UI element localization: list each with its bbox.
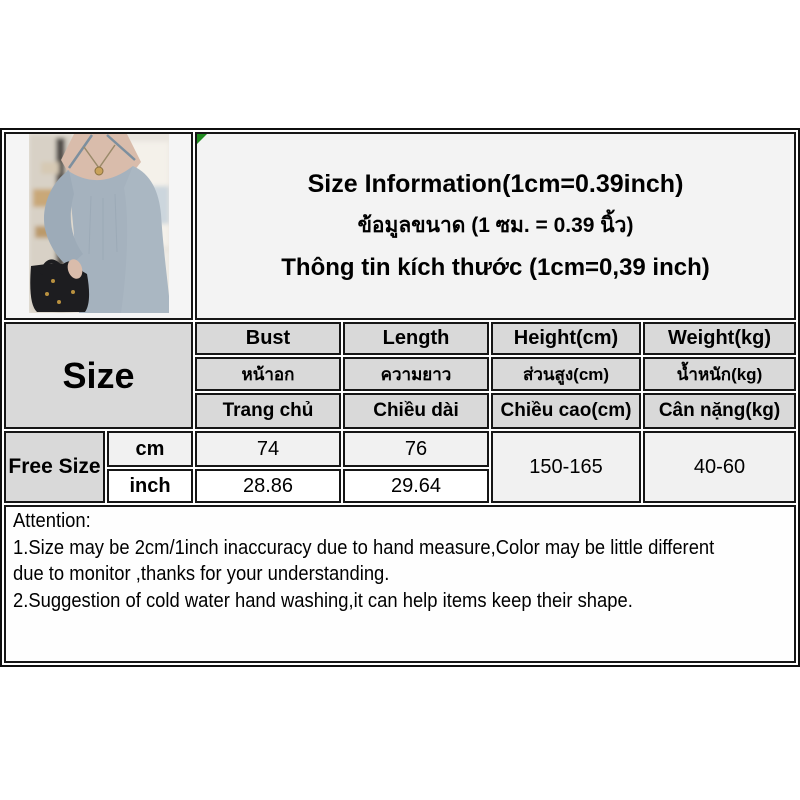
- attention-note-cell: Attention: 1.Size may be 2cm/1inch inacc…: [4, 505, 797, 663]
- value-weight-range: 40-60: [643, 431, 797, 503]
- col-header-weight-th: น้ำหนัก(kg): [643, 357, 797, 391]
- attention-line-2: due to monitor ,thanks for your understa…: [13, 563, 390, 585]
- size-header-cell: Size: [4, 322, 193, 429]
- col-header-length-th: ความยาว: [343, 357, 489, 391]
- product-photo-illustration: [28, 134, 169, 314]
- unit-inch: inch: [107, 469, 193, 503]
- col-header-bust-th: หน้าอก: [195, 357, 341, 391]
- col-header-length-en: Length: [343, 322, 489, 355]
- title-vietnamese: Thông tin kích thước (1cm=0,39 inch): [281, 254, 710, 281]
- value-length-inch: 29.64: [343, 469, 489, 503]
- value-bust-cm: 74: [195, 431, 341, 467]
- col-header-bust-en: Bust: [195, 322, 341, 355]
- col-header-weight-vi: Cân nặng(kg): [643, 393, 797, 429]
- attention-line-1: 1.Size may be 2cm/1inch inaccuracy due t…: [13, 536, 715, 559]
- attention-line-3: 2.Suggestion of cold water hand washing,…: [13, 589, 633, 612]
- size-table: Size Information(1cm=0.39inch) ข้อมูลขนา…: [0, 128, 800, 667]
- title-english: Size Information(1cm=0.39inch): [307, 170, 684, 198]
- cell-corner-marker-icon: [197, 134, 207, 144]
- value-bust-inch: 28.86: [195, 469, 341, 503]
- col-header-weight-en: Weight(kg): [643, 322, 797, 355]
- unit-cm: cm: [107, 431, 193, 467]
- col-header-height-vi: Chiều cao(cm): [491, 393, 641, 429]
- product-photo: [28, 134, 169, 314]
- row-label-free-size: Free Size: [4, 431, 105, 503]
- col-header-length-vi: Chiều dài: [343, 393, 489, 429]
- col-header-height-en: Height(cm): [491, 322, 641, 355]
- col-header-bust-vi: Trang chủ: [195, 393, 341, 429]
- product-photo-cell: [4, 132, 193, 320]
- title-thai: ข้อมูลขนาด (1 ซม. = 0.39 นิ้ว): [357, 214, 634, 237]
- title-cell: Size Information(1cm=0.39inch) ข้อมูลขนา…: [195, 132, 797, 320]
- value-length-cm: 76: [343, 431, 489, 467]
- attention-heading: Attention:: [13, 510, 91, 532]
- col-header-height-th: ส่วนสูง(cm): [491, 357, 641, 391]
- value-height-range: 150-165: [491, 431, 641, 503]
